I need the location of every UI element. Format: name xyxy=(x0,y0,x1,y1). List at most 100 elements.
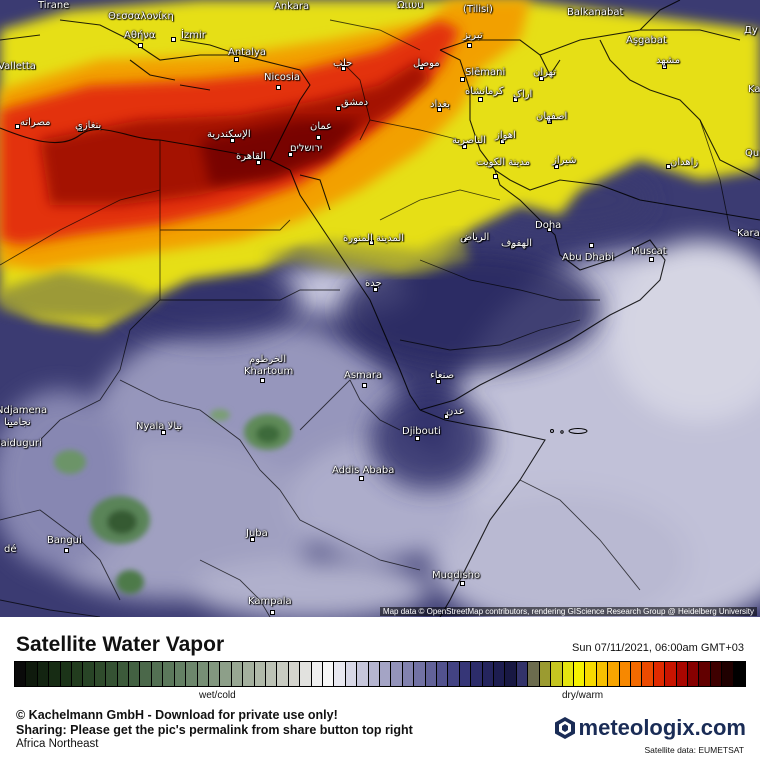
scale-swatch xyxy=(117,662,130,686)
scale-swatch xyxy=(448,662,460,686)
city-marker xyxy=(15,124,20,129)
scale-swatch xyxy=(505,662,517,686)
city-label: Θεσσαλονίκη xyxy=(108,11,174,22)
city-marker xyxy=(547,227,552,232)
city-label: تهران xyxy=(533,67,557,78)
scale-swatch xyxy=(494,662,506,686)
city-marker xyxy=(478,97,483,102)
city-label: Nyala نيالا xyxy=(136,421,183,432)
data-source: Satellite data: EUMETSAT xyxy=(644,745,744,755)
city-label: الناصرية xyxy=(452,135,487,146)
scale-swatch xyxy=(585,662,597,686)
scale-swatch xyxy=(710,662,723,686)
city-label: مصراته xyxy=(20,117,51,128)
city-label: تبريز xyxy=(463,30,483,41)
city-label: Slēmani xyxy=(465,67,506,78)
city-marker xyxy=(460,77,465,82)
city-marker xyxy=(362,383,367,388)
city-label: مشهد xyxy=(656,55,681,66)
scale-swatch xyxy=(722,662,734,686)
scale-swatch xyxy=(596,662,609,686)
city-label: Qu xyxy=(745,148,760,159)
city-label: Khartoum xyxy=(244,366,294,377)
city-marker xyxy=(493,174,498,179)
city-label: dé xyxy=(4,544,17,555)
city-label: اهواز xyxy=(495,130,516,141)
city-label: (Tilisi) xyxy=(463,4,493,15)
city-marker xyxy=(462,144,467,149)
city-label: Maiduguri xyxy=(0,438,42,449)
scale-swatch xyxy=(94,662,107,686)
scale-swatch xyxy=(186,662,198,686)
brand-name: meteologix.com xyxy=(578,715,746,740)
scale-swatch xyxy=(243,662,255,686)
city-label: كرمانشاه xyxy=(465,86,504,97)
city-marker xyxy=(230,138,235,143)
city-label: Αθήνα xyxy=(124,30,156,41)
city-marker xyxy=(554,164,559,169)
satellite-map[interactable]: Tirane Θεσσαλονίκη Ankara Ωιιυu (Tilisi) Balk… xyxy=(0,0,760,617)
city-label: جدة xyxy=(365,278,382,289)
city-label: Antalya xyxy=(228,47,267,58)
scale-swatch xyxy=(106,662,118,686)
scale-swatch xyxy=(345,662,358,686)
scale-swatch xyxy=(551,662,563,686)
copyright-text: © Kachelmann GmbH - Download for private… xyxy=(16,708,338,722)
scale-swatch xyxy=(608,662,620,686)
city-label: بنغازي xyxy=(75,120,102,131)
scale-swatch xyxy=(208,662,221,686)
scale-swatch xyxy=(368,662,380,686)
scale-swatch xyxy=(482,662,495,686)
city-label: المدينة المنورة xyxy=(343,233,405,244)
city-marker xyxy=(437,107,442,112)
product-title: Satellite Water Vapor xyxy=(16,633,225,656)
city-marker xyxy=(510,244,515,249)
city-label: Ka xyxy=(748,84,760,95)
city-marker xyxy=(467,43,472,48)
city-marker xyxy=(336,106,341,111)
city-label: Bangui xyxy=(47,535,82,546)
city-marker xyxy=(171,37,176,42)
city-label: Nicosia xyxy=(264,72,300,83)
city-marker xyxy=(288,152,293,157)
city-label: الرياض xyxy=(460,232,490,243)
city-marker xyxy=(463,238,468,243)
scale-swatch xyxy=(163,662,175,686)
city-label: Kampala xyxy=(248,596,292,607)
city-label: Abu Dhabi xyxy=(562,252,614,263)
city-label: Aşgabat xyxy=(626,35,667,46)
city-marker xyxy=(500,139,505,144)
scale-swatch xyxy=(562,662,574,686)
scale-swatch xyxy=(471,662,483,686)
region-name: Africa Northeast xyxy=(16,738,99,750)
city-label: عمان xyxy=(310,121,333,132)
city-marker xyxy=(369,240,374,245)
scale-swatch xyxy=(665,662,677,686)
scale-swatch xyxy=(357,662,369,686)
city-label: Muscat xyxy=(631,246,667,257)
scale-swatch xyxy=(414,662,426,686)
city-marker xyxy=(444,414,449,419)
sharing-text: Sharing: Please get the pic's permalink … xyxy=(16,723,413,737)
scale-swatch xyxy=(619,662,631,686)
scale-swatch xyxy=(334,662,346,686)
scale-swatch xyxy=(425,662,438,686)
city-label: Ωιιυu xyxy=(397,0,424,11)
city-marker xyxy=(276,85,281,90)
city-label: ירושלים xyxy=(290,143,323,154)
city-marker xyxy=(415,436,420,441)
city-label: اراک xyxy=(513,89,533,100)
brand-logo[interactable]: meteologix.com xyxy=(554,715,746,741)
scale-swatch xyxy=(151,662,164,686)
meteologix-logo-icon xyxy=(554,717,575,739)
city-marker xyxy=(316,135,321,140)
city-marker xyxy=(234,57,239,62)
city-marker xyxy=(138,43,143,48)
city-label: موصل xyxy=(413,58,440,69)
city-label: زاهدان xyxy=(670,157,699,168)
city-label: Ndjamena xyxy=(0,405,48,416)
scale-swatch xyxy=(437,662,449,686)
city-marker xyxy=(547,119,552,124)
scale-swatch xyxy=(129,662,141,686)
scale-swatch xyxy=(402,662,415,686)
